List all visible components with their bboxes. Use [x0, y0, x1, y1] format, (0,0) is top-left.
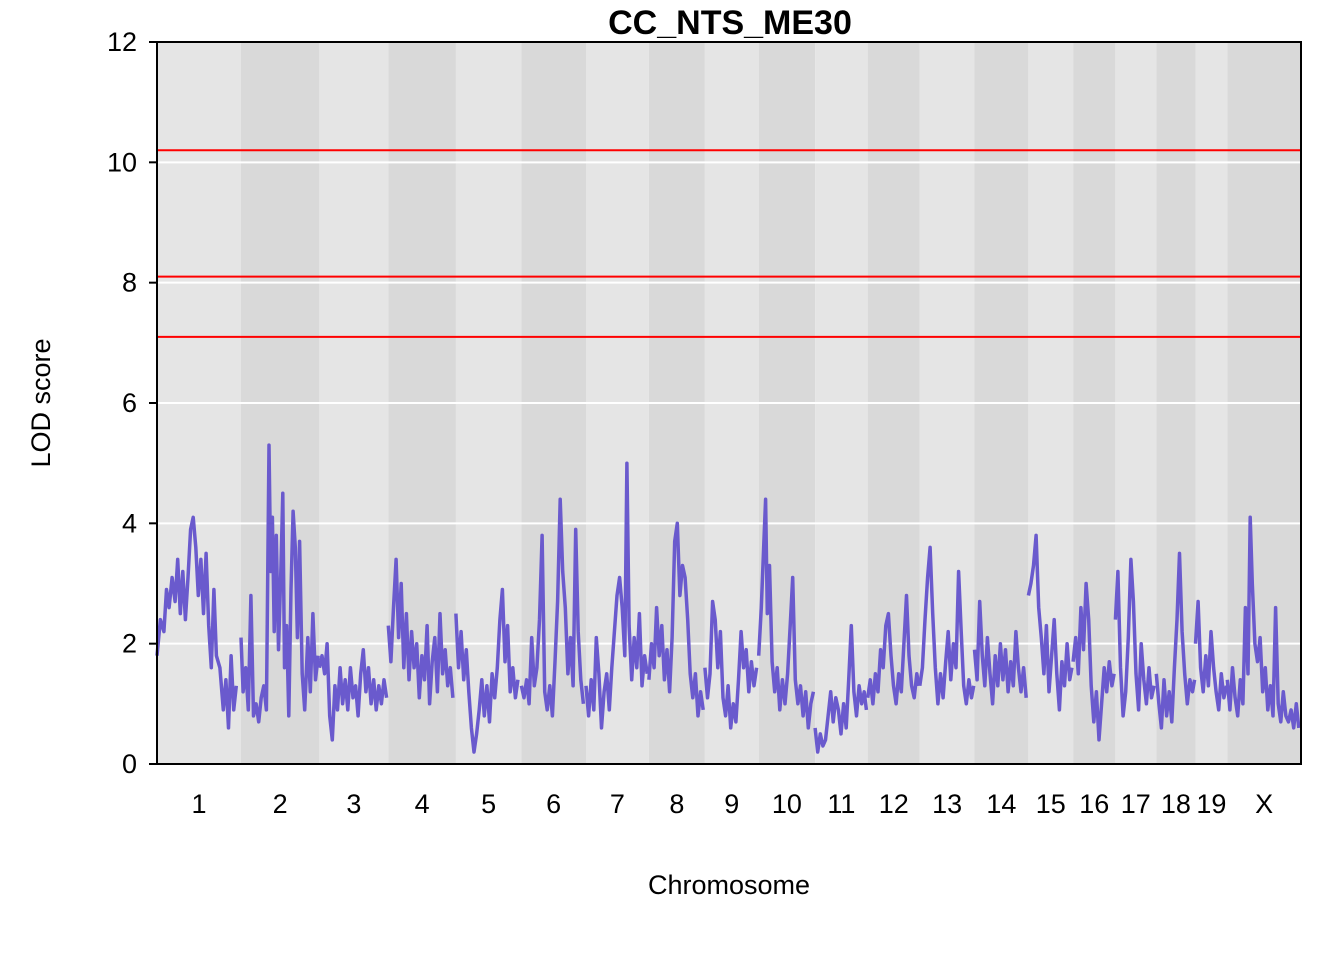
lod-curve-chr-2 — [239, 443, 320, 724]
lod-curve-chr-4 — [386, 557, 455, 706]
lod-curve-chr-5 — [454, 587, 520, 754]
x-tick-label-chr-14: 14 — [986, 789, 1016, 819]
x-tick-label-chr-X: X — [1255, 789, 1273, 819]
lod-curve-chr-9 — [703, 599, 759, 730]
chart-title: CC_NTS_ME30 — [608, 4, 852, 42]
lod-curve-chr-13 — [918, 545, 976, 706]
lod-curve-chr-16 — [1071, 581, 1116, 742]
x-tick-label-chr-18: 18 — [1161, 789, 1191, 819]
x-tick-label-chr-8: 8 — [669, 789, 684, 819]
x-tick-label-chr-12: 12 — [879, 789, 909, 819]
x-tick-label-chr-10: 10 — [772, 789, 802, 819]
lod-curve-chr-8 — [647, 521, 705, 718]
x-tick-label-chr-16: 16 — [1079, 789, 1109, 819]
horizontal-gridlines — [157, 161, 1301, 645]
x-tick-label-chr-6: 6 — [546, 789, 561, 819]
lod-curve-chr-7 — [584, 461, 649, 730]
x-tick-label-chr-9: 9 — [724, 789, 739, 819]
lod-curve-chr-15 — [1026, 533, 1074, 712]
significance-thresholds — [157, 149, 1301, 338]
x-tick-label-chr-4: 4 — [415, 789, 430, 819]
x-tick-label-chr-1: 1 — [191, 789, 206, 819]
x-tick-label-chr-7: 7 — [610, 789, 625, 819]
lod-curve-chr-12 — [865, 593, 921, 706]
y-axis: 0 2 4 6 8 10 12 — [107, 27, 158, 779]
x-tick-label-chr-15: 15 — [1036, 789, 1066, 819]
lod-curve-chr-1 — [155, 515, 239, 730]
x-axis-label: Chromosome — [648, 870, 810, 900]
x-tick-label-chr-19: 19 — [1196, 789, 1226, 819]
x-axis: 1 2 3 4 5 6 7 8 9 10 11 12 13 14 15 16 17 18 19 X — [191, 789, 1273, 819]
x-tick-label-chr-13: 13 — [932, 789, 962, 819]
x-tick-label-chr-3: 3 — [346, 789, 361, 819]
lod-curves — [155, 443, 1301, 754]
lod-curve-chr-6 — [519, 497, 586, 718]
x-tick-label-chr-5: 5 — [481, 789, 496, 819]
y-axis-label: LOD score — [26, 338, 56, 467]
y-tick-label: 10 — [107, 147, 137, 177]
y-tick-label: 4 — [122, 508, 137, 538]
lod-curve-chr-14 — [972, 599, 1028, 706]
lod-curve-chr-17 — [1113, 557, 1156, 718]
lod-curve-chr-X — [1225, 515, 1301, 730]
x-tick-label-chr-2: 2 — [273, 789, 288, 819]
y-tick-label: 8 — [122, 268, 137, 298]
y-tick-label: 0 — [122, 749, 137, 779]
y-tick-label: 12 — [107, 27, 137, 57]
y-tick-label: 6 — [122, 388, 137, 418]
y-tick-label: 2 — [122, 629, 137, 659]
lod-curve-chr-18 — [1154, 551, 1197, 730]
lod-curve-chr-11 — [813, 623, 869, 754]
x-tick-label-chr-17: 17 — [1121, 789, 1151, 819]
x-tick-label-chr-11: 11 — [827, 789, 855, 819]
lod-curve-chr-3 — [317, 641, 389, 742]
lod-curve-chr-19 — [1193, 599, 1229, 712]
lod-curve-chr-10 — [756, 497, 816, 730]
